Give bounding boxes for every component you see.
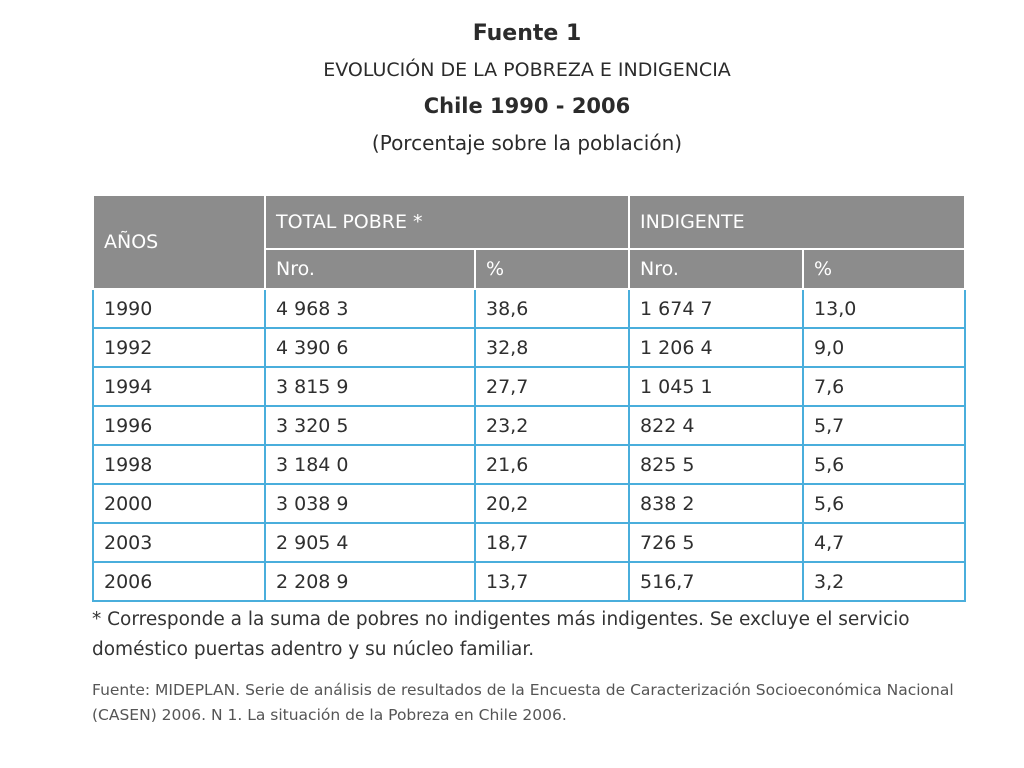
figure-title: Fuente 1 (472, 21, 582, 46)
cell-total-nro: 3 184 0 (264, 444, 476, 485)
table-row: 1992 4 390 6 32,8 1 206 4 9,0 (92, 327, 967, 368)
cell-ind-nro: 1 206 4 (628, 327, 805, 368)
cell-total-pct: 21,6 (473, 444, 631, 485)
cell-ind-nro: 822 4 (628, 405, 805, 446)
footnote: * Corresponde a la suma de pobres no ind… (92, 609, 910, 660)
table-row: 2000 3 038 9 20,2 838 2 5,6 (92, 483, 967, 524)
cell-ind-nro: 838 2 (628, 483, 805, 524)
cell-ind-pct: 5,6 (802, 444, 967, 485)
cell-ind-nro: 726 5 (628, 522, 805, 563)
figure-subtitle: EVOLUCIÓN DE LA POBREZA E INDIGENCIA (323, 59, 731, 81)
cell-ind-pct: 3,2 (802, 561, 967, 602)
cell-ind-pct: 5,7 (802, 405, 967, 446)
cell-total-nro: 2 905 4 (264, 522, 476, 563)
header-total-pobre: TOTAL POBRE * (263, 194, 631, 250)
table-row: 2006 2 208 9 13,7 516,7 3,2 (92, 561, 967, 602)
cell-total-pct: 18,7 (473, 522, 631, 563)
cell-ind-pct: 4,7 (802, 522, 967, 563)
title-block: Fuente 1 EVOLUCIÓN DE LA POBREZA E INDIG… (0, 18, 1024, 162)
cell-total-pct: 38,6 (473, 288, 631, 329)
cell-ind-pct: 13,0 (802, 288, 967, 329)
cell-total-nro: 3 815 9 (264, 366, 476, 407)
figure-region: Chile 1990 - 2006 (423, 94, 631, 118)
header-ind-nro: Nro. (628, 248, 805, 290)
poverty-table: AÑOS TOTAL POBRE * INDIGENTE Nro. % Nro.… (92, 194, 967, 602)
table-row: 1998 3 184 0 21,6 825 5 5,6 (92, 444, 967, 485)
header-years: AÑOS (92, 194, 266, 290)
cell-ind-nro: 516,7 (628, 561, 805, 602)
cell-total-pct: 27,7 (473, 366, 631, 407)
cell-year: 1992 (92, 327, 266, 368)
table-row: 1994 3 815 9 27,7 1 045 1 7,6 (92, 366, 967, 407)
header-total-pct: % (473, 248, 631, 290)
cell-total-pct: 13,7 (473, 561, 631, 602)
cell-total-pct: 32,8 (473, 327, 631, 368)
cell-ind-nro: 1 045 1 (628, 366, 805, 407)
cell-year: 2006 (92, 561, 266, 602)
cell-total-nro: 3 320 5 (264, 405, 476, 446)
table-row: 1990 4 968 3 38,6 1 674 7 13,0 (92, 288, 967, 329)
cell-total-nro: 4 968 3 (264, 288, 476, 329)
cell-year: 2003 (92, 522, 266, 563)
cell-ind-pct: 9,0 (802, 327, 967, 368)
table-row: 1996 3 320 5 23,2 822 4 5,7 (92, 405, 967, 446)
header-indigente: INDIGENTE (628, 194, 967, 250)
figure-unit: (Porcentaje sobre la población) (371, 131, 683, 155)
cell-total-pct: 20,2 (473, 483, 631, 524)
cell-total-nro: 2 208 9 (264, 561, 476, 602)
header-total-nro: Nro. (264, 248, 476, 290)
cell-ind-pct: 5,6 (802, 483, 967, 524)
header-ind-pct: % (802, 248, 967, 290)
cell-year: 1998 (92, 444, 266, 485)
cell-year: 1996 (92, 405, 266, 446)
cell-ind-nro: 825 5 (628, 444, 805, 485)
cell-total-nro: 3 038 9 (264, 483, 476, 524)
cell-year: 2000 (92, 483, 266, 524)
table-row: 2003 2 905 4 18,7 726 5 4,7 (92, 522, 967, 563)
table-body: 1990 4 968 3 38,6 1 674 7 13,0 1992 4 390 6 32,… (92, 288, 967, 602)
cell-total-pct: 23,2 (473, 405, 631, 446)
cell-ind-nro: 1 674 7 (628, 288, 805, 329)
cell-year: 1990 (92, 288, 266, 329)
cell-year: 1994 (92, 366, 266, 407)
source-note: Fuente: MIDEPLAN. Serie de análisis de r… (92, 681, 954, 724)
cell-total-nro: 4 390 6 (264, 327, 476, 368)
cell-ind-pct: 7,6 (802, 366, 967, 407)
